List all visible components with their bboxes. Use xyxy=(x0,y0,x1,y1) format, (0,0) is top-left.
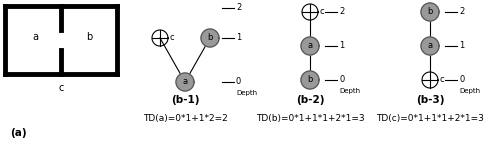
Text: b: b xyxy=(86,32,92,42)
Text: Depth: Depth xyxy=(339,88,360,94)
Text: Depth: Depth xyxy=(459,88,480,94)
Polygon shape xyxy=(301,71,319,89)
Text: (a): (a) xyxy=(10,128,26,138)
Text: TD(c)=0*1+1*1+2*1=3: TD(c)=0*1+1*1+2*1=3 xyxy=(376,114,484,123)
Text: (b-3): (b-3) xyxy=(416,95,444,105)
Text: 1: 1 xyxy=(339,41,344,50)
Polygon shape xyxy=(421,37,439,55)
Text: 1: 1 xyxy=(459,41,464,50)
Text: TD(b)=0*1+1*1+2*1=3: TD(b)=0*1+1*1+2*1=3 xyxy=(256,114,364,123)
Text: a: a xyxy=(308,41,312,50)
Text: TD(a)=0*1+1*2=2: TD(a)=0*1+1*2=2 xyxy=(142,114,228,123)
Text: b: b xyxy=(208,34,212,42)
Text: 2: 2 xyxy=(459,7,464,16)
Polygon shape xyxy=(301,37,319,55)
Polygon shape xyxy=(176,73,194,91)
Text: c: c xyxy=(440,75,444,84)
Text: b: b xyxy=(308,75,312,84)
Text: 2: 2 xyxy=(339,7,344,16)
Text: 1: 1 xyxy=(236,34,241,42)
Polygon shape xyxy=(421,3,439,21)
Text: (b-2): (b-2) xyxy=(296,95,324,105)
Text: 0: 0 xyxy=(236,78,241,86)
Text: c: c xyxy=(320,7,324,16)
Text: (b-1): (b-1) xyxy=(171,95,199,105)
Text: c: c xyxy=(170,34,174,42)
Text: Depth: Depth xyxy=(236,90,257,96)
Polygon shape xyxy=(201,29,219,47)
Text: a: a xyxy=(428,41,432,50)
Text: 2: 2 xyxy=(236,4,241,13)
Text: 0: 0 xyxy=(339,75,344,84)
Text: c: c xyxy=(58,83,64,93)
Text: a: a xyxy=(32,32,38,42)
Text: 0: 0 xyxy=(459,75,464,84)
Text: b: b xyxy=(428,7,432,16)
Text: a: a xyxy=(182,78,188,86)
